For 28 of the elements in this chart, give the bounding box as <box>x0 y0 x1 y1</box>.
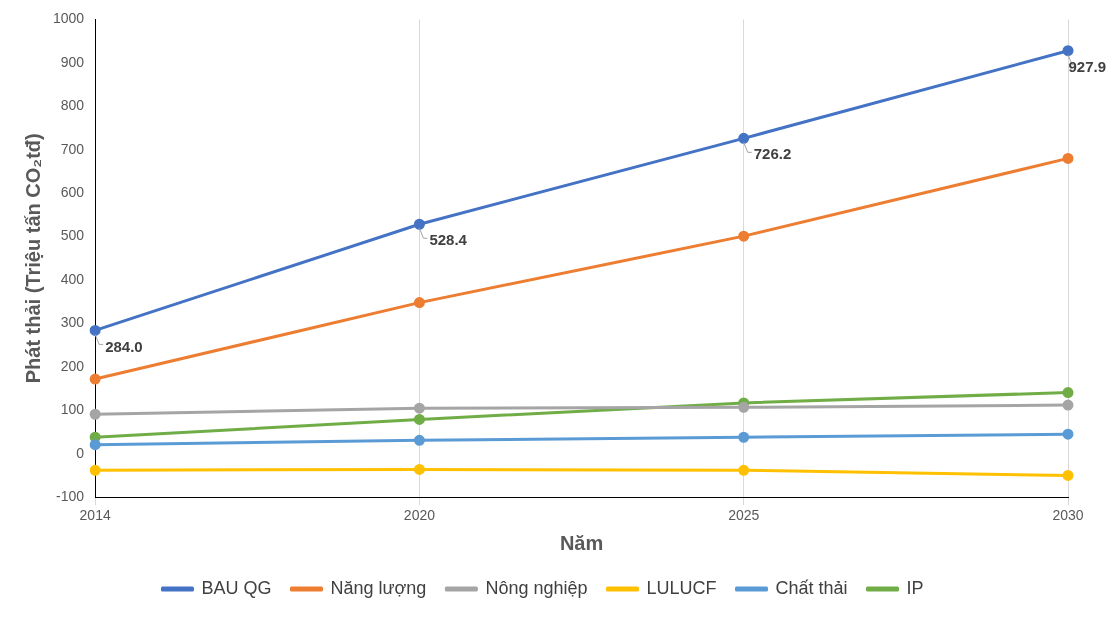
legend-label: Năng lượng <box>330 577 427 598</box>
y-tick-label: 900 <box>60 53 85 70</box>
legend-label: IP <box>906 577 924 598</box>
y-tick-label: 800 <box>60 97 85 114</box>
x-axis-title: Năm <box>559 531 604 554</box>
y-tick-label: 500 <box>60 227 85 244</box>
data-label: 726.2 <box>753 145 792 163</box>
y-tick-label: 0 <box>76 444 85 461</box>
x-tick-label: 2025 <box>728 507 760 524</box>
y-tick-label: 1000 <box>52 10 85 27</box>
data-label: 927.9 <box>1068 57 1107 75</box>
legend-label: BAU QG <box>201 577 272 598</box>
y-tick-label: 300 <box>60 314 85 331</box>
y-tick-label: 400 <box>60 270 85 287</box>
legend-label: Chất thải <box>775 577 848 598</box>
y-tick-label: 100 <box>60 401 85 418</box>
y-tick-label: 700 <box>60 140 85 157</box>
legend-label: LULUCF <box>646 577 717 598</box>
legend-label: Nông nghiệp <box>485 577 588 598</box>
y-axis-title: Phát thải (Triệu tấn CO₂tđ) <box>21 133 44 384</box>
x-tick-label: 2030 <box>1052 507 1084 524</box>
y-tick-label: 600 <box>60 184 85 200</box>
data-label: 284.0 <box>105 337 143 355</box>
data-label: 528.4 <box>429 231 468 249</box>
x-tick-label: 2014 <box>79 507 111 524</box>
y-tick-label: -100 <box>56 488 85 505</box>
x-tick-label: 2020 <box>403 507 436 524</box>
y-tick-label: 200 <box>60 357 85 374</box>
